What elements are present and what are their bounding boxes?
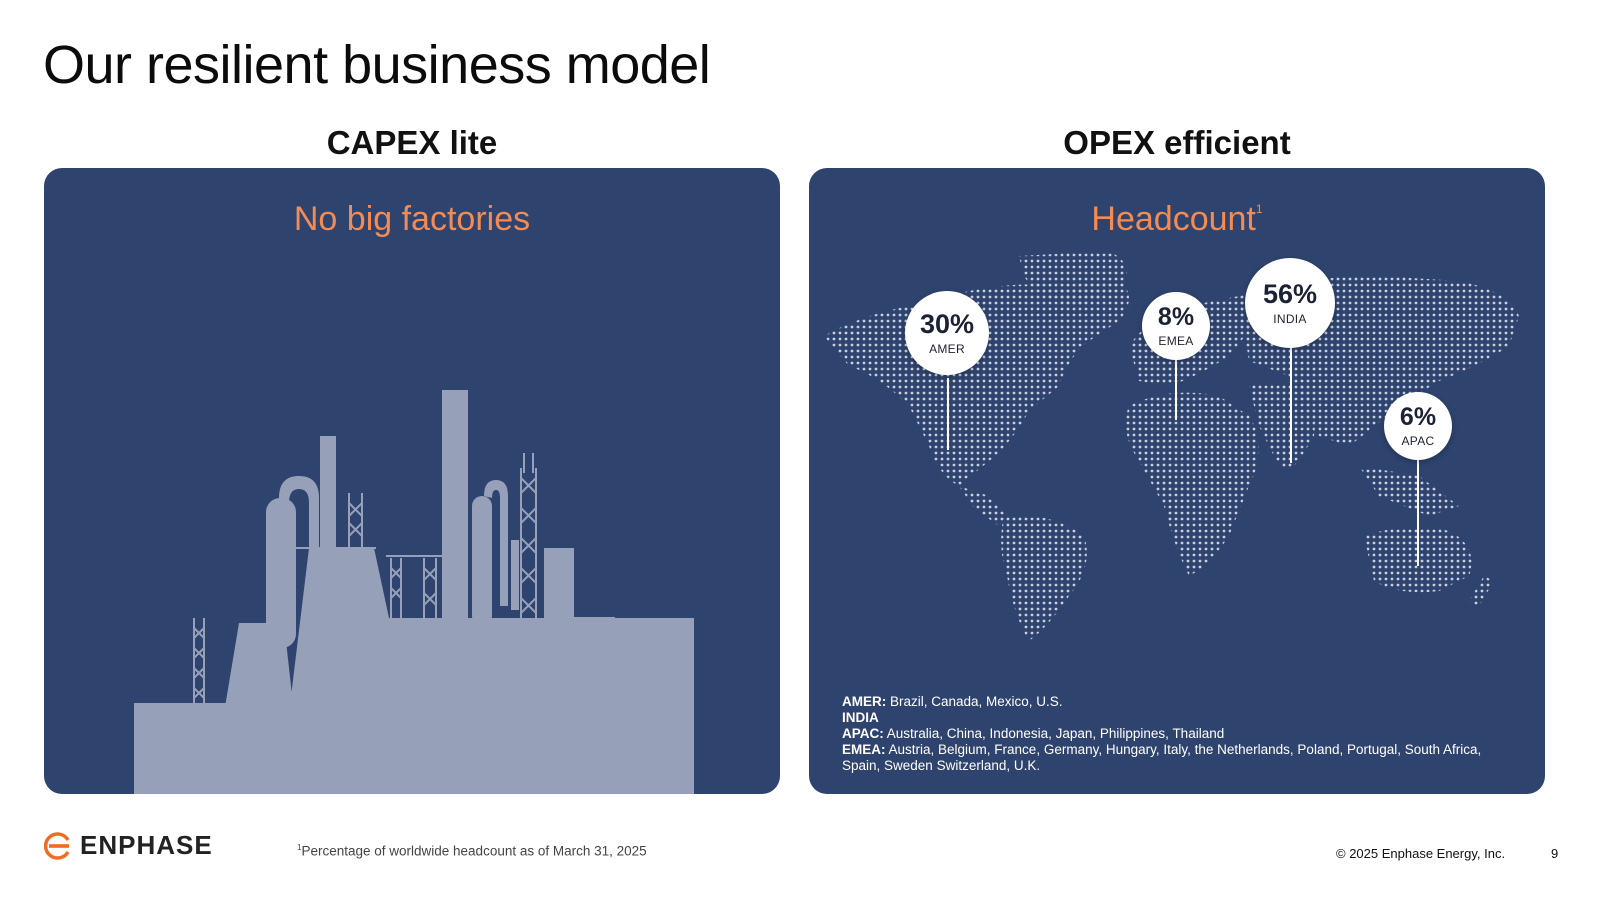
page-title: Our resilient business model bbox=[43, 35, 711, 95]
enphase-logo: ENPHASE bbox=[44, 830, 213, 861]
amer-pct: 30% bbox=[919, 308, 975, 339]
india-label: INDIA bbox=[1273, 311, 1307, 326]
headcount-title-text: Headcount bbox=[1091, 200, 1256, 238]
legend-apac-label: APAC: bbox=[842, 726, 884, 741]
legend-emea: EMEA: Austria, Belgium, France, Germany,… bbox=[842, 742, 1522, 774]
opex-panel: Headcount1 bbox=[809, 168, 1545, 794]
apac-label: APAC bbox=[1401, 433, 1435, 448]
legend-amer-label: AMER: bbox=[842, 694, 887, 709]
emea-pin bbox=[1175, 358, 1177, 420]
emea-label: EMEA bbox=[1158, 333, 1194, 348]
emea-pct: 8% bbox=[1157, 302, 1195, 331]
apac-pin bbox=[1417, 458, 1419, 566]
enphase-logo-text: ENPHASE bbox=[80, 830, 213, 860]
amer-bubble: 30% AMER bbox=[905, 291, 989, 375]
india-pct: 56% bbox=[1262, 278, 1318, 309]
legend-emea-text: Austria, Belgium, France, Germany, Hunga… bbox=[842, 742, 1482, 773]
legend-amer: AMER: Brazil, Canada, Mexico, U.S. bbox=[842, 694, 1522, 710]
capex-heading: CAPEX lite bbox=[326, 124, 498, 161]
legend-india: INDIA bbox=[842, 710, 1522, 726]
headcount-footnote-marker: 1 bbox=[1255, 202, 1263, 216]
emea-bubble: 8% EMEA bbox=[1142, 292, 1210, 360]
capex-panel: No big factories bbox=[44, 168, 780, 794]
legend-apac-text: Australia, China, Indonesia, Japan, Phil… bbox=[883, 726, 1225, 741]
apac-bubble: 6% APAC bbox=[1384, 392, 1452, 460]
amer-label: AMER bbox=[929, 341, 965, 356]
footnote-text: Percentage of worldwide headcount as of … bbox=[301, 843, 647, 859]
legend-india-label: INDIA bbox=[842, 710, 879, 725]
footnote: 1Percentage of worldwide headcount as of… bbox=[297, 843, 647, 859]
enphase-logo-icon bbox=[44, 831, 70, 860]
amer-pin bbox=[947, 378, 949, 450]
legend-apac: APAC: Australia, China, Indonesia, Japan… bbox=[842, 726, 1522, 742]
opex-heading: OPEX efficient bbox=[1063, 124, 1291, 161]
region-legend: AMER: Brazil, Canada, Mexico, U.S. INDIA… bbox=[842, 694, 1522, 774]
footnote-marker: 1 bbox=[297, 843, 302, 852]
apac-pct: 6% bbox=[1399, 402, 1437, 431]
legend-emea-label: EMEA: bbox=[842, 742, 886, 757]
india-bubble: 56% INDIA bbox=[1245, 258, 1335, 348]
factory-illustration bbox=[134, 390, 694, 794]
copyright: © 2025 Enphase Energy, Inc. bbox=[1336, 846, 1506, 861]
india-pin bbox=[1290, 343, 1292, 463]
headcount-title: Headcount1 bbox=[809, 200, 1545, 239]
legend-amer-text: Brazil, Canada, Mexico, U.S. bbox=[886, 694, 1063, 709]
no-factories-title: No big factories bbox=[293, 200, 531, 238]
page-number: 9 bbox=[1551, 846, 1559, 861]
